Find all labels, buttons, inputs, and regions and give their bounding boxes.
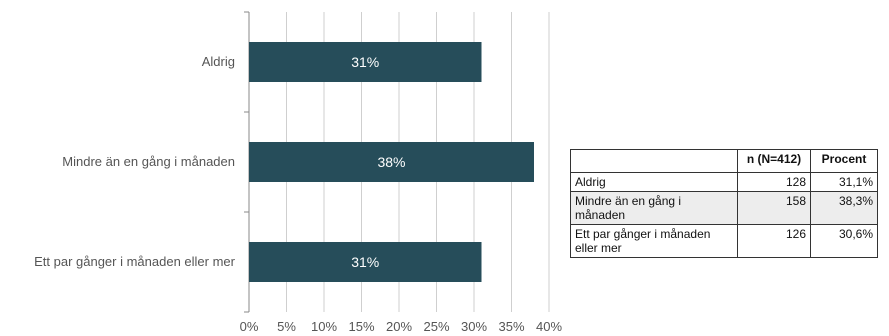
x-tick-label: 15% — [348, 319, 374, 334]
x-tick-label: 5% — [277, 319, 296, 334]
bar-data-label: 31% — [351, 254, 379, 270]
table-header-n: n (N=412) — [737, 149, 811, 173]
row-n: 126 — [737, 224, 811, 258]
bar — [249, 142, 534, 182]
row-n: 128 — [737, 172, 811, 192]
category-label: Mindre än en gång i månaden — [62, 154, 235, 169]
x-tick-label: 0% — [240, 319, 259, 334]
row-pct: 31,1% — [810, 172, 878, 192]
table-row: Aldrig 128 31,1% — [570, 172, 878, 192]
bars: 31% 38% 31% — [249, 42, 534, 282]
bar-data-label: 31% — [351, 54, 379, 70]
category-label: Ett par gånger i månaden eller mer — [34, 254, 236, 269]
x-tick-label: 40% — [536, 319, 562, 334]
table-row: Ett par gånger i månaden eller mer 126 3… — [570, 224, 878, 258]
row-pct: 38,3% — [810, 191, 878, 225]
row-n: 158 — [737, 191, 811, 225]
table-header-row: n (N=412) Procent — [570, 149, 878, 173]
bar — [249, 42, 482, 82]
row-label: Mindre än en gång i månaden — [570, 191, 738, 225]
bar-data-label: 38% — [377, 154, 405, 170]
bar-chart: 31% 38% 31% Aldrig Mindre än en gång i måna… — [34, 11, 563, 334]
x-tick-label: 30% — [461, 319, 487, 334]
data-table: n (N=412) Procent Aldrig 128 31,1% Mindr… — [570, 149, 878, 258]
table-row: Mindre än en gång i månaden 158 38,3% — [570, 191, 878, 225]
row-label: Aldrig — [570, 172, 738, 192]
x-axis-ticks: 0% 5% 10% 15% 20% 25% 30% 35% 40% — [240, 319, 563, 334]
x-tick-label: 25% — [423, 319, 449, 334]
category-label: Aldrig — [202, 54, 235, 69]
bar — [249, 242, 482, 282]
x-tick-label: 35% — [498, 319, 524, 334]
table-header-procent: Procent — [810, 149, 878, 173]
x-tick-label: 20% — [386, 319, 412, 334]
x-tick-label: 10% — [311, 319, 337, 334]
table-header-empty — [570, 149, 738, 173]
row-pct: 30,6% — [810, 224, 878, 258]
row-label: Ett par gånger i månaden eller mer — [570, 224, 738, 258]
category-labels: Aldrig Mindre än en gång i månaden Ett par… — [34, 54, 236, 269]
